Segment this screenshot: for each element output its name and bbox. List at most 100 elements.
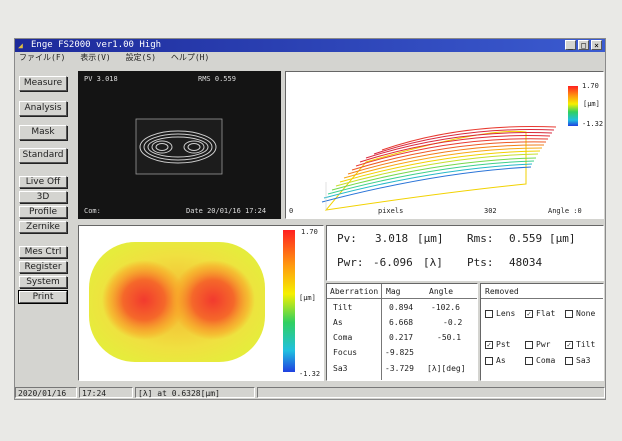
mes-ctrl-button[interactable]: Mes Ctrl <box>19 246 67 258</box>
rms-unit: [μm] <box>549 232 576 245</box>
zernike-button[interactable]: Zernike <box>19 221 67 233</box>
menu-view[interactable]: 表示(V) <box>80 53 111 62</box>
3d-button[interactable]: 3D <box>19 191 67 203</box>
row-mag: -9.825 <box>385 348 414 357</box>
flat-checkbox[interactable]: ✓ Flat <box>525 309 555 318</box>
row-mag: 6.668 <box>389 318 414 327</box>
system-button[interactable]: System <box>19 276 67 288</box>
row-mag: -3.729 <box>385 364 414 373</box>
checkbox-box[interactable]: ✓ <box>525 309 533 318</box>
profile-button[interactable]: Profile <box>19 206 67 218</box>
coma-checkbox[interactable]: Coma <box>525 356 555 365</box>
row-name: As <box>333 318 343 327</box>
interferogram-panel: PV 3.018 RMS 0.559 Com: Date 20/01/16 17… <box>78 71 281 219</box>
checkbox-label: Pwr <box>536 340 551 349</box>
row-name: Sa3 <box>333 364 348 373</box>
3d-surface-graphic <box>321 125 557 211</box>
minimize-button[interactable]: _ <box>565 40 576 50</box>
maximize-button[interactable]: □ <box>578 40 589 50</box>
results-panel: Pv: 3.018 [μm] Rms: 0.559 [μm] Pwr: -6.0… <box>326 225 604 281</box>
lens-checkbox[interactable]: Lens <box>485 309 515 318</box>
checkbox-label: Coma <box>536 356 556 365</box>
checkbox-box[interactable]: ✓ <box>485 340 493 349</box>
checkbox-label: Lens <box>496 309 516 318</box>
standard-button[interactable]: Standard <box>19 148 67 163</box>
live-off-button[interactable]: Live Off <box>19 176 67 188</box>
comment-label: Com: <box>84 207 101 215</box>
checkbox-box[interactable]: ✓ <box>565 340 573 349</box>
checkbox-box[interactable] <box>485 356 493 365</box>
pts-value: 48034 <box>509 256 543 269</box>
checkbox-label: None <box>576 309 596 318</box>
app-icon: ◢ <box>18 41 23 50</box>
aberration-table: Aberration Mag Angle Tilt 0.894 -102.6 A… <box>326 283 478 381</box>
pst-checkbox[interactable]: ✓ Pst <box>485 340 510 349</box>
measure-button[interactable]: Measure <box>19 76 67 91</box>
3d-scale-max: 1.70 <box>582 82 599 90</box>
3d-scale-min: -1.32 <box>582 120 604 128</box>
column-divider <box>381 284 382 380</box>
pv-readout: PV 3.018 <box>84 75 118 83</box>
removed-divider <box>481 298 603 299</box>
window-title: Enge FS2000 ver1.00 High <box>31 40 162 50</box>
header-divider <box>327 298 477 299</box>
checkbox-box[interactable] <box>525 340 533 349</box>
analysis-button[interactable]: Analysis <box>19 101 67 116</box>
row-name: Tilt <box>333 303 353 312</box>
status-empty <box>257 387 605 398</box>
checkbox-box[interactable] <box>485 309 493 318</box>
removed-panel: Removed Lens ✓ Flat None ✓ Pst Pwr ✓ Tilt A… <box>480 283 604 381</box>
map-scale-max: 1.70 <box>301 228 318 236</box>
checkbox-label: Pst <box>496 340 511 349</box>
as-checkbox[interactable]: As <box>485 356 506 365</box>
checkbox-box[interactable] <box>565 309 573 318</box>
status-time: 17:24 <box>79 387 133 398</box>
checkbox-box[interactable] <box>565 356 573 365</box>
row-angle: -102.6 <box>431 303 460 312</box>
tilt-checkbox[interactable]: ✓ Tilt <box>565 340 595 349</box>
menu-bar: ファイル(F) 表示(V) 設定(S) ヘルプ(H) <box>15 52 605 63</box>
angle-readout: Angle :0 <box>548 207 582 215</box>
print-button[interactable]: Print <box>19 291 67 303</box>
checkbox-label: Sa3 <box>576 356 591 365</box>
surface-map-panel: 1.70 [μm] -1.32 <box>78 225 324 381</box>
x-axis-end: 302 <box>484 207 497 215</box>
close-button[interactable]: × <box>591 40 602 50</box>
status-date: 2020/01/16 <box>15 387 77 398</box>
menu-help[interactable]: ヘルプ(H) <box>170 53 210 62</box>
pv-value: 3.018 <box>375 232 409 245</box>
pts-label: Pts: <box>467 256 494 269</box>
pwr-value: -6.096 <box>373 256 413 269</box>
none-checkbox[interactable]: None <box>565 309 595 318</box>
menu-settings[interactable]: 設定(S) <box>125 53 157 62</box>
rms-value: 0.559 <box>509 232 543 245</box>
checkbox-label: Flat <box>536 309 556 318</box>
map-scale-min: -1.32 <box>299 370 321 378</box>
rms-readout: RMS 0.559 <box>198 75 236 83</box>
app-window: ◢ Enge FS2000 ver1.00 High _ □ × ファイル(F)… <box>14 38 606 400</box>
map-color-scale <box>283 230 295 372</box>
menu-file[interactable]: ファイル(F) <box>19 53 66 62</box>
checkbox-box[interactable] <box>525 356 533 365</box>
status-bar: 2020/01/16 17:24 [λ] at 0.6328[μm] <box>15 386 605 399</box>
pwr-label: Pwr: <box>337 256 364 269</box>
angle-header: Angle <box>429 287 454 296</box>
row-angle: -50.1 <box>437 333 462 342</box>
3d-scale-unit: [μm] <box>583 100 600 108</box>
mask-button[interactable]: Mask <box>19 125 67 140</box>
register-button[interactable]: Register <box>19 261 67 273</box>
pv-unit: [μm] <box>417 232 444 245</box>
rms-label: Rms: <box>467 232 494 245</box>
mag-header: Mag <box>386 287 401 296</box>
sa3-checkbox[interactable]: Sa3 <box>565 356 590 365</box>
fringe-image <box>135 118 223 175</box>
title-bar: ◢ Enge FS2000 ver1.00 High _ □ × <box>15 39 605 52</box>
pwr-checkbox[interactable]: Pwr <box>525 340 550 349</box>
row-unit: [λ][deg] <box>427 364 466 373</box>
checkbox-label: Tilt <box>576 340 596 349</box>
map-scale-unit: [μm] <box>299 294 316 302</box>
row-name: Focus <box>333 348 358 357</box>
removed-title: Removed <box>485 287 519 296</box>
row-name: Coma <box>333 333 353 342</box>
x-axis-start: 0 <box>289 207 294 215</box>
